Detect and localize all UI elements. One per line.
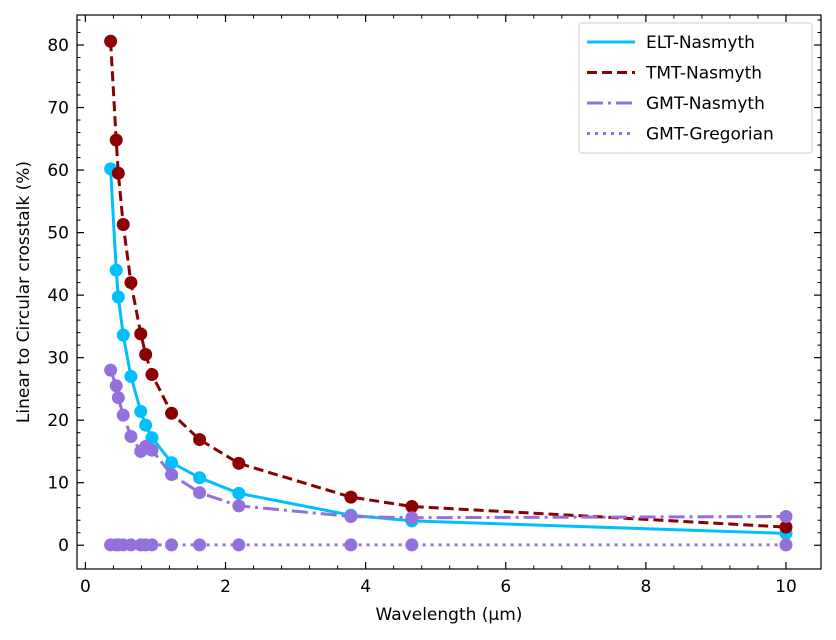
series-line-tmt-nasmyth [109,41,787,529]
data-point [165,538,179,552]
legend-label-elt-nasmyth: ELT-Nasmyth [646,33,755,53]
data-point [779,509,793,523]
series-layer [104,34,793,552]
series-gmt-gregorian [104,538,793,552]
x-tick-label-2: 2 [220,577,231,597]
data-point [145,443,159,457]
legend-label-tmt-nasmyth: TMT-Nasmyth [645,64,762,84]
data-point [165,468,179,482]
data-point [111,166,125,180]
data-point [109,263,123,277]
data-point [116,408,130,422]
legend: ELT-Nasmyth TMT-Nasmyth GMT-Nasmyth GMT-Gre… [578,22,813,154]
data-point [193,486,207,500]
data-point [109,379,123,393]
data-point [145,368,159,382]
data-point [124,429,138,443]
data-point [232,456,246,470]
x-tick-label-6: 6 [500,577,511,597]
data-point [232,538,246,552]
data-point [232,499,246,513]
data-point [111,391,125,405]
y-tick-label-70: 70 [47,99,69,119]
data-point [139,418,153,432]
y-tick-label-30: 30 [47,349,69,369]
data-point [344,509,358,523]
data-point [134,404,148,418]
x-axis-label: Wavelength (µm) [376,605,523,625]
data-point [405,499,419,513]
data-point [165,456,179,470]
data-point [405,538,419,552]
ticks-layer: 0 2 4 6 8 10 0 10 20 30 40 50 60 70 80 [47,15,821,597]
x-tick-label-10: 10 [775,577,797,597]
data-point [104,363,118,377]
series-tmt-nasmyth [104,34,793,534]
data-point [109,133,123,147]
data-point [405,511,419,525]
y-tick-label-80: 80 [47,36,69,56]
y-tick-label-40: 40 [47,286,69,306]
data-point [124,276,138,290]
data-point [139,348,153,362]
x-tick-label-8: 8 [640,577,651,597]
x-tick-label-4: 4 [360,577,371,597]
legend-box [578,22,813,154]
data-point [134,327,148,341]
legend-label-gmt-gregorian: GMT-Gregorian [646,125,774,145]
y-tick-label-10: 10 [47,474,69,494]
data-point [145,538,159,552]
y-tick-label-60: 60 [47,161,69,181]
data-point [779,538,793,552]
series-elt-nasmyth [104,162,793,540]
data-point [193,538,207,552]
data-point [344,490,358,504]
y-tick-label-50: 50 [47,224,69,244]
data-point [116,328,130,342]
series-line-elt-nasmyth [109,168,787,535]
data-point [165,406,179,420]
y-tick-label-20: 20 [47,411,69,431]
data-point [124,369,138,383]
y-axis-label: Linear to Circular crosstalk (%) [14,161,34,423]
x-tick-label-0: 0 [80,577,91,597]
legend-label-gmt-nasmyth: GMT-Nasmyth [646,94,765,114]
data-point [104,34,118,48]
data-point [193,433,207,447]
data-point [111,290,125,304]
plot-frame [76,14,822,570]
data-point [193,471,207,485]
y-tick-label-0: 0 [58,536,69,556]
data-point [124,538,138,552]
series-line-gmt-nasmyth [109,369,787,520]
series-gmt-nasmyth [104,363,793,525]
data-point [232,486,246,500]
data-point [344,538,358,552]
data-point [116,217,130,231]
data-point [779,520,793,534]
